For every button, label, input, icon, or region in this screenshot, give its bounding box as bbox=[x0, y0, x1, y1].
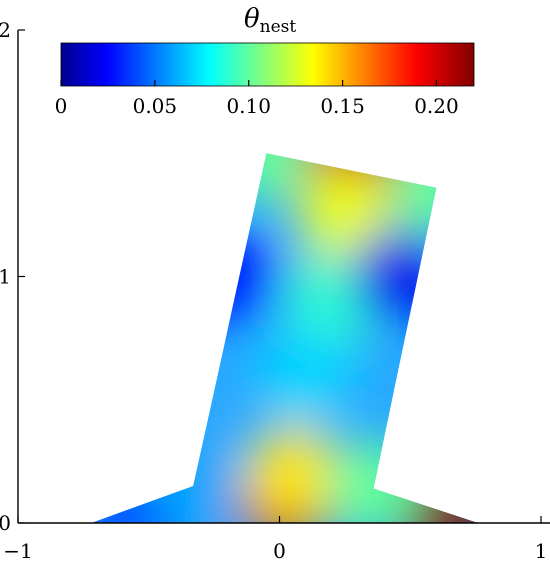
field-sample-1 bbox=[388, 153, 479, 236]
field-sample-13 bbox=[325, 440, 422, 524]
colorbar-tick-label-3: 0.15 bbox=[320, 94, 365, 118]
colorbar-gradient bbox=[60, 42, 475, 87]
colorbar-tick-label-4: 0.20 bbox=[414, 94, 459, 118]
field-sample-6 bbox=[184, 228, 281, 325]
colorbar-ticks: 0 0.05 0.10 0.15 0.20 bbox=[55, 80, 459, 118]
colorbar: θnest 0 0.05 0.10 0.15 0.20 bbox=[55, 4, 475, 118]
field-sample-5 bbox=[257, 327, 354, 424]
colorbar-title: θnest bbox=[244, 4, 296, 37]
field-sample-12 bbox=[145, 438, 242, 524]
field-region bbox=[91, 153, 479, 524]
field-sample-3 bbox=[296, 166, 393, 263]
field-sample-9 bbox=[244, 425, 341, 522]
colorbar-tick-label-1: 0.05 bbox=[133, 94, 178, 118]
colorbar-tick-label-0: 0 bbox=[55, 94, 68, 118]
field-sample-7 bbox=[351, 228, 448, 325]
field-sample-0 bbox=[218, 153, 315, 202]
colorbar-tick-label-2: 0.10 bbox=[226, 94, 271, 118]
y-ticks: 0 1 2 bbox=[0, 18, 25, 535]
x-tick-label-1: 0 bbox=[273, 539, 286, 563]
x-tick-label-2: 1 bbox=[535, 539, 548, 563]
y-tick-label-0: 0 bbox=[0, 511, 11, 535]
x-tick-label-0: −1 bbox=[3, 539, 32, 563]
y-tick-label-1: 1 bbox=[0, 265, 11, 289]
axes: −1 0 1 0 1 2 bbox=[0, 18, 550, 563]
x-ticks: −1 0 1 bbox=[3, 516, 547, 563]
y-tick-label-2: 2 bbox=[0, 18, 11, 42]
